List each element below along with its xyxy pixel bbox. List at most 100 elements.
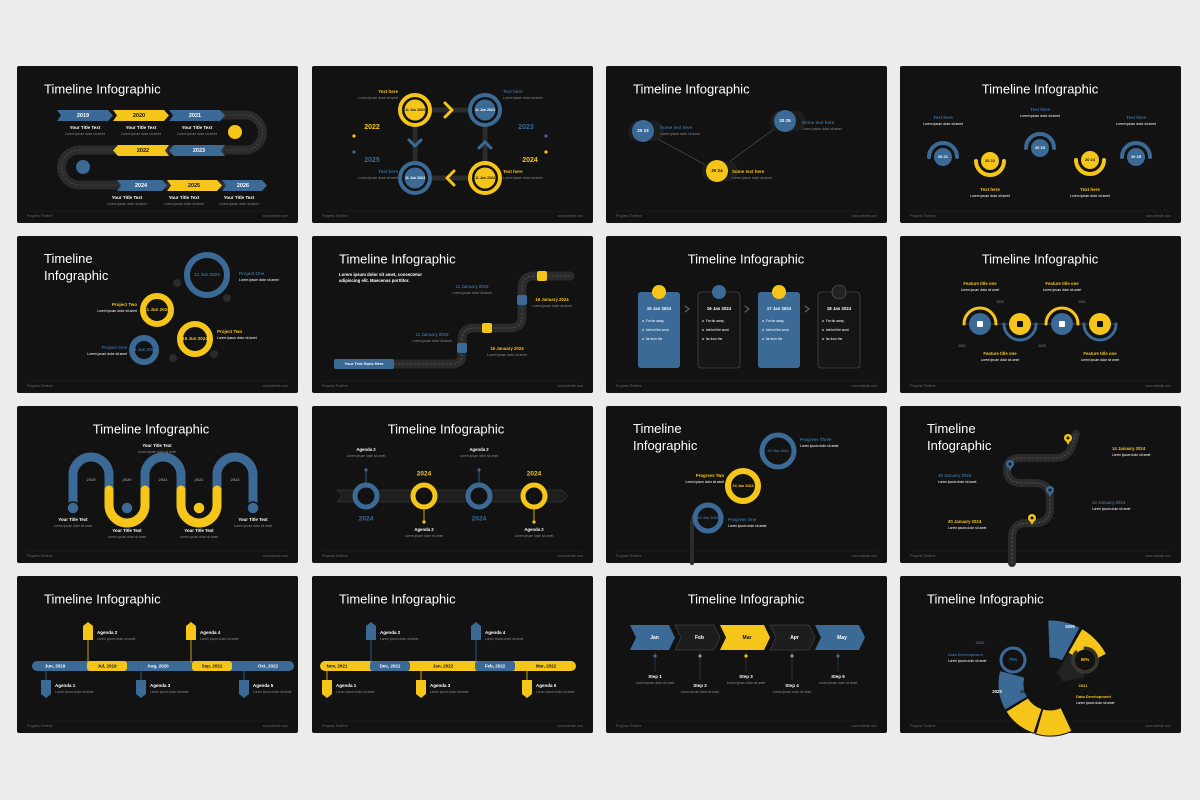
label: Lorem ipsum dolor sit amet: [460, 454, 499, 458]
label: Lorem ipsum dolor sit amet: [800, 444, 839, 448]
shape: [167, 180, 222, 191]
label: 2026: [237, 183, 249, 189]
label: 2024: [472, 516, 487, 523]
shape: [1066, 436, 1070, 440]
label: 75%: [1009, 657, 1018, 662]
label: Agenda 2: [524, 527, 544, 532]
shape: [999, 646, 1027, 674]
shape: [762, 338, 764, 340]
label: Your Title Text: [112, 195, 143, 200]
footer-text: www.website.com: [852, 384, 878, 388]
label: Your Text Goes Here: [345, 361, 385, 366]
label: Lorem ipsum dolor sit amet: [55, 690, 94, 694]
label: Oct, 2022: [258, 664, 279, 669]
shape: [422, 520, 426, 524]
shape: [1008, 462, 1012, 466]
label: 2025: [1065, 624, 1075, 629]
shape: [630, 625, 675, 650]
shape: [169, 110, 225, 121]
label: Agenda 2: [356, 447, 376, 452]
label: Lorem ipsum dolor sit amet: [1116, 122, 1156, 126]
footer-text: www.website.com: [558, 384, 584, 388]
label: Project One: [102, 345, 128, 350]
label: 2019: [77, 113, 89, 119]
shape: [1047, 619, 1081, 662]
label: Lorem ipsum dolor sit amet: [1070, 194, 1110, 198]
label: Lorem ipsum dolor sit amet: [87, 352, 127, 356]
shape: [532, 520, 536, 524]
label: 18 Jan 2024: [827, 306, 852, 311]
label: 15 Jan 2024: [647, 306, 672, 311]
label: 11 Jun 2024: [405, 108, 425, 112]
label: Text here: [980, 187, 1000, 192]
label: Sep, 2021: [202, 664, 223, 669]
shape: [474, 99, 496, 121]
shape: [475, 661, 515, 671]
label: Step 3: [739, 674, 753, 679]
footer-text: www.website.com: [852, 554, 878, 558]
shape: [474, 167, 496, 189]
shape: [759, 432, 797, 470]
shape: [1044, 306, 1080, 326]
slide-title: Timeline Infographic: [633, 81, 750, 96]
footer-text: Progress Timeline: [616, 214, 642, 218]
slide: Progress Timeline www.website.com 11 Jun 2…: [312, 66, 593, 223]
label: 20 24: [1085, 157, 1096, 162]
label: 2024: [1040, 671, 1050, 676]
shape: [364, 468, 368, 472]
shape: [192, 661, 232, 671]
slide-title-box: Timeline Infographic: [44, 251, 109, 283]
shape: [366, 622, 376, 640]
shape: [177, 321, 213, 357]
label: Lorem ipsum dolor sit amet: [452, 291, 492, 295]
label: Project One: [239, 271, 265, 276]
label: Agenda 4: [200, 630, 221, 635]
shape: [223, 294, 231, 302]
shape: [1017, 321, 1023, 327]
shape: [706, 160, 728, 182]
label: Lorem ipsum dolor sit amet: [536, 690, 575, 694]
label: Lorem ipsum dolor sit amet: [970, 194, 1010, 198]
label: 2023: [992, 689, 1002, 694]
shape: [702, 320, 704, 322]
label: Aug, 2020: [147, 664, 169, 669]
label: 2025: [188, 183, 200, 189]
shape: [117, 180, 167, 191]
label: Jul, 2019: [97, 664, 117, 669]
shape: [804, 305, 810, 313]
label: Progress Three: [800, 437, 832, 442]
label: 2022: [195, 477, 205, 482]
shape: [774, 110, 796, 132]
shape: [173, 279, 181, 287]
shape: [334, 359, 394, 369]
label: Project Two: [112, 302, 137, 307]
shape: [815, 625, 865, 650]
footer-text: www.website.com: [558, 724, 584, 728]
footer-text: Progress Timeline: [616, 724, 642, 728]
slide-title: Timeline Infographic: [44, 251, 109, 283]
label: 2020: [123, 477, 133, 482]
label: 2023: [231, 477, 241, 482]
shape: [1074, 158, 1106, 176]
label: Some text here: [732, 169, 765, 174]
label: behind the word: [706, 328, 729, 332]
shape: [692, 502, 724, 534]
shape: [477, 140, 493, 150]
label: Agenda 2: [469, 447, 489, 452]
shape: [169, 145, 225, 156]
label: Feb: [695, 635, 704, 641]
label: Agenda 4: [485, 630, 506, 635]
shape: [210, 350, 218, 358]
label: Lorem ipsum dolor sit amet: [981, 358, 1020, 362]
footer-text: Progress Timeline: [910, 214, 936, 218]
label: behind the word: [646, 328, 669, 332]
label: 16 Jun 2024: [182, 336, 208, 341]
shape: [744, 654, 748, 658]
slide-background: [606, 66, 887, 223]
slide: Progress Timeline www.website.com Timeline…: [606, 236, 887, 393]
label: 13 January 2024: [1092, 500, 1126, 505]
shape: [927, 141, 959, 159]
label: Lorem ipsum dolor sit amet: [487, 353, 527, 357]
label: far from the: [766, 337, 783, 341]
label: Agenda 2: [414, 527, 434, 532]
